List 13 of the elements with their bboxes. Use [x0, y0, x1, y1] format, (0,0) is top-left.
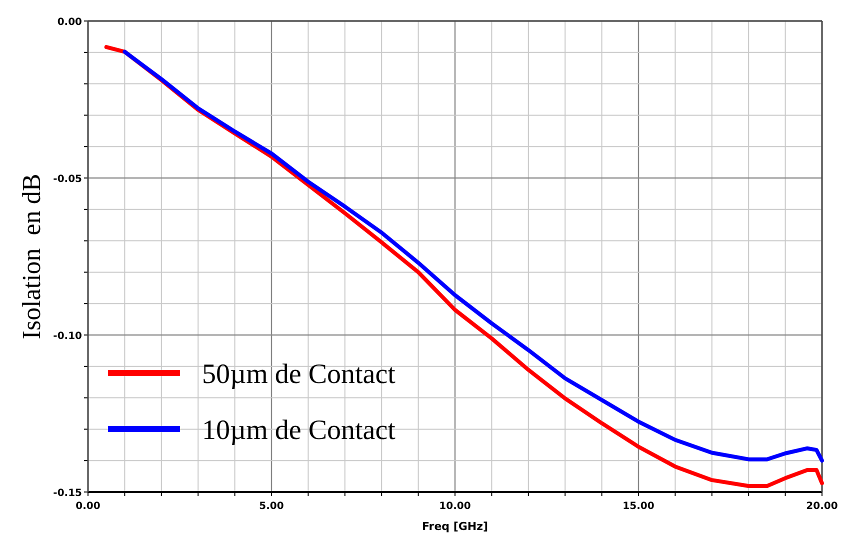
legend-label: 50µm de Contact: [202, 359, 396, 390]
x-tick-label: 20.00: [806, 501, 838, 512]
y-tick-label: -0.10: [53, 331, 82, 342]
x-tick-label: 0.00: [76, 501, 100, 512]
y-axis-title: Isolation en dB: [17, 174, 46, 340]
y-tick-label: -0.05: [53, 174, 82, 185]
y-tick-label: 0.00: [57, 17, 82, 28]
y-tick-label: -0.15: [53, 488, 82, 499]
legend-label: 10µm de Contact: [202, 415, 396, 446]
x-tick-label: 10.00: [439, 501, 471, 512]
x-tick-label: 15.00: [622, 501, 654, 512]
x-axis-title: Freq [GHz]: [422, 520, 488, 533]
x-tick-label: 5.00: [259, 501, 284, 512]
